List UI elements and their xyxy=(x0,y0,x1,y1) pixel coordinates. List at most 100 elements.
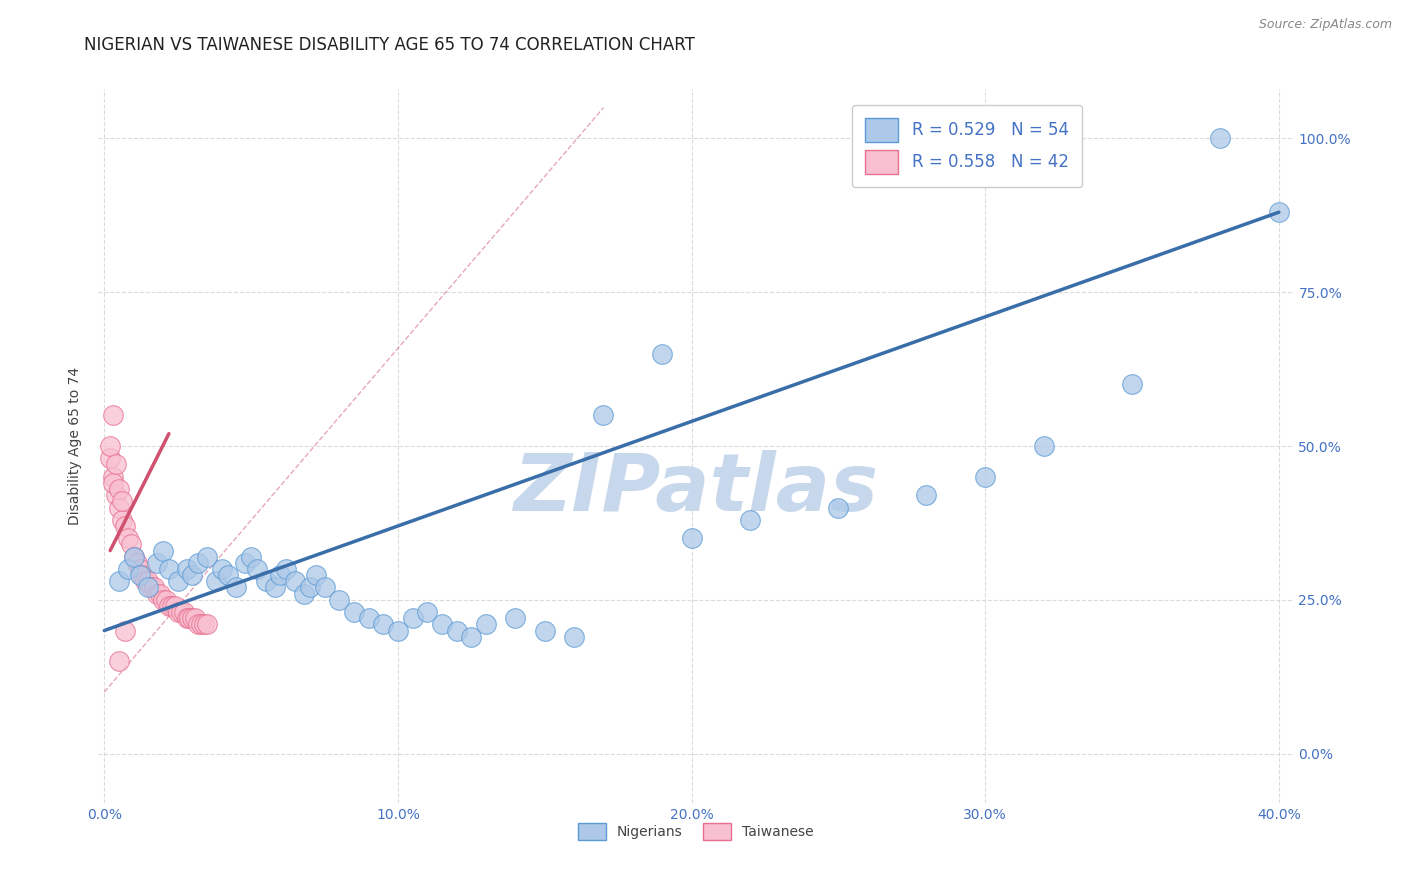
Point xyxy=(343,605,366,619)
Point xyxy=(284,574,307,589)
Point xyxy=(166,574,188,589)
Point xyxy=(160,599,183,613)
Point xyxy=(108,654,131,668)
Point xyxy=(254,574,277,589)
Point xyxy=(269,568,291,582)
Point xyxy=(276,562,298,576)
Point xyxy=(190,617,212,632)
Point xyxy=(401,611,423,625)
Point xyxy=(195,617,218,632)
Point xyxy=(176,611,198,625)
Point xyxy=(915,488,938,502)
Point xyxy=(505,611,527,625)
Point xyxy=(166,605,188,619)
Point xyxy=(138,574,160,589)
Point xyxy=(187,617,209,632)
Point xyxy=(217,568,239,582)
Point xyxy=(120,537,142,551)
Point xyxy=(195,549,218,564)
Point xyxy=(193,617,215,632)
Point xyxy=(173,605,195,619)
Point xyxy=(122,549,145,564)
Point xyxy=(562,630,585,644)
Point xyxy=(157,562,180,576)
Point xyxy=(827,500,849,515)
Point xyxy=(533,624,555,638)
Point xyxy=(152,592,174,607)
Point xyxy=(181,568,204,582)
Point xyxy=(740,513,762,527)
Point xyxy=(134,574,156,589)
Point xyxy=(416,605,439,619)
Point xyxy=(108,574,131,589)
Point xyxy=(592,409,614,423)
Point xyxy=(149,587,172,601)
Point xyxy=(146,587,169,601)
Point xyxy=(141,581,163,595)
Point xyxy=(187,556,209,570)
Point xyxy=(131,568,153,582)
Point xyxy=(169,605,191,619)
Point xyxy=(1032,439,1054,453)
Point xyxy=(111,513,134,527)
Point xyxy=(1121,377,1143,392)
Point xyxy=(184,611,207,625)
Point xyxy=(233,556,256,570)
Point xyxy=(138,581,160,595)
Point xyxy=(98,439,121,453)
Point xyxy=(122,549,145,564)
Point xyxy=(181,611,204,625)
Point xyxy=(974,469,997,483)
Point xyxy=(357,611,380,625)
Point xyxy=(314,581,336,595)
Point xyxy=(328,592,350,607)
Point xyxy=(114,519,136,533)
Point xyxy=(125,556,148,570)
Point xyxy=(681,531,703,545)
Point xyxy=(430,617,453,632)
Point xyxy=(246,562,269,576)
Point xyxy=(176,562,198,576)
Point xyxy=(117,562,139,576)
Point xyxy=(1268,205,1291,219)
Point xyxy=(205,574,228,589)
Point xyxy=(155,592,177,607)
Point xyxy=(179,611,201,625)
Point xyxy=(98,451,121,466)
Point xyxy=(211,562,233,576)
Point xyxy=(108,500,131,515)
Point xyxy=(117,531,139,545)
Point xyxy=(111,494,134,508)
Legend: Nigerians, Taiwanese: Nigerians, Taiwanese xyxy=(572,818,820,846)
Point xyxy=(101,475,124,490)
Point xyxy=(373,617,395,632)
Point xyxy=(101,469,124,483)
Point xyxy=(143,581,166,595)
Point xyxy=(163,599,186,613)
Point xyxy=(305,568,328,582)
Point xyxy=(101,409,124,423)
Point xyxy=(651,347,673,361)
Point xyxy=(152,543,174,558)
Point xyxy=(240,549,263,564)
Point xyxy=(225,581,247,595)
Point xyxy=(108,482,131,496)
Point xyxy=(460,630,482,644)
Point xyxy=(387,624,409,638)
Point xyxy=(298,581,321,595)
Point xyxy=(128,568,150,582)
Point xyxy=(146,556,169,570)
Y-axis label: Disability Age 65 to 74: Disability Age 65 to 74 xyxy=(69,367,83,525)
Point xyxy=(105,488,128,502)
Point xyxy=(105,458,128,472)
Point xyxy=(128,562,150,576)
Point xyxy=(114,624,136,638)
Point xyxy=(292,587,315,601)
Text: ZIPatlas: ZIPatlas xyxy=(513,450,879,528)
Point xyxy=(475,617,498,632)
Point xyxy=(263,581,285,595)
Text: Source: ZipAtlas.com: Source: ZipAtlas.com xyxy=(1258,18,1392,31)
Point xyxy=(1209,131,1232,145)
Text: NIGERIAN VS TAIWANESE DISABILITY AGE 65 TO 74 CORRELATION CHART: NIGERIAN VS TAIWANESE DISABILITY AGE 65 … xyxy=(84,36,695,54)
Point xyxy=(446,624,468,638)
